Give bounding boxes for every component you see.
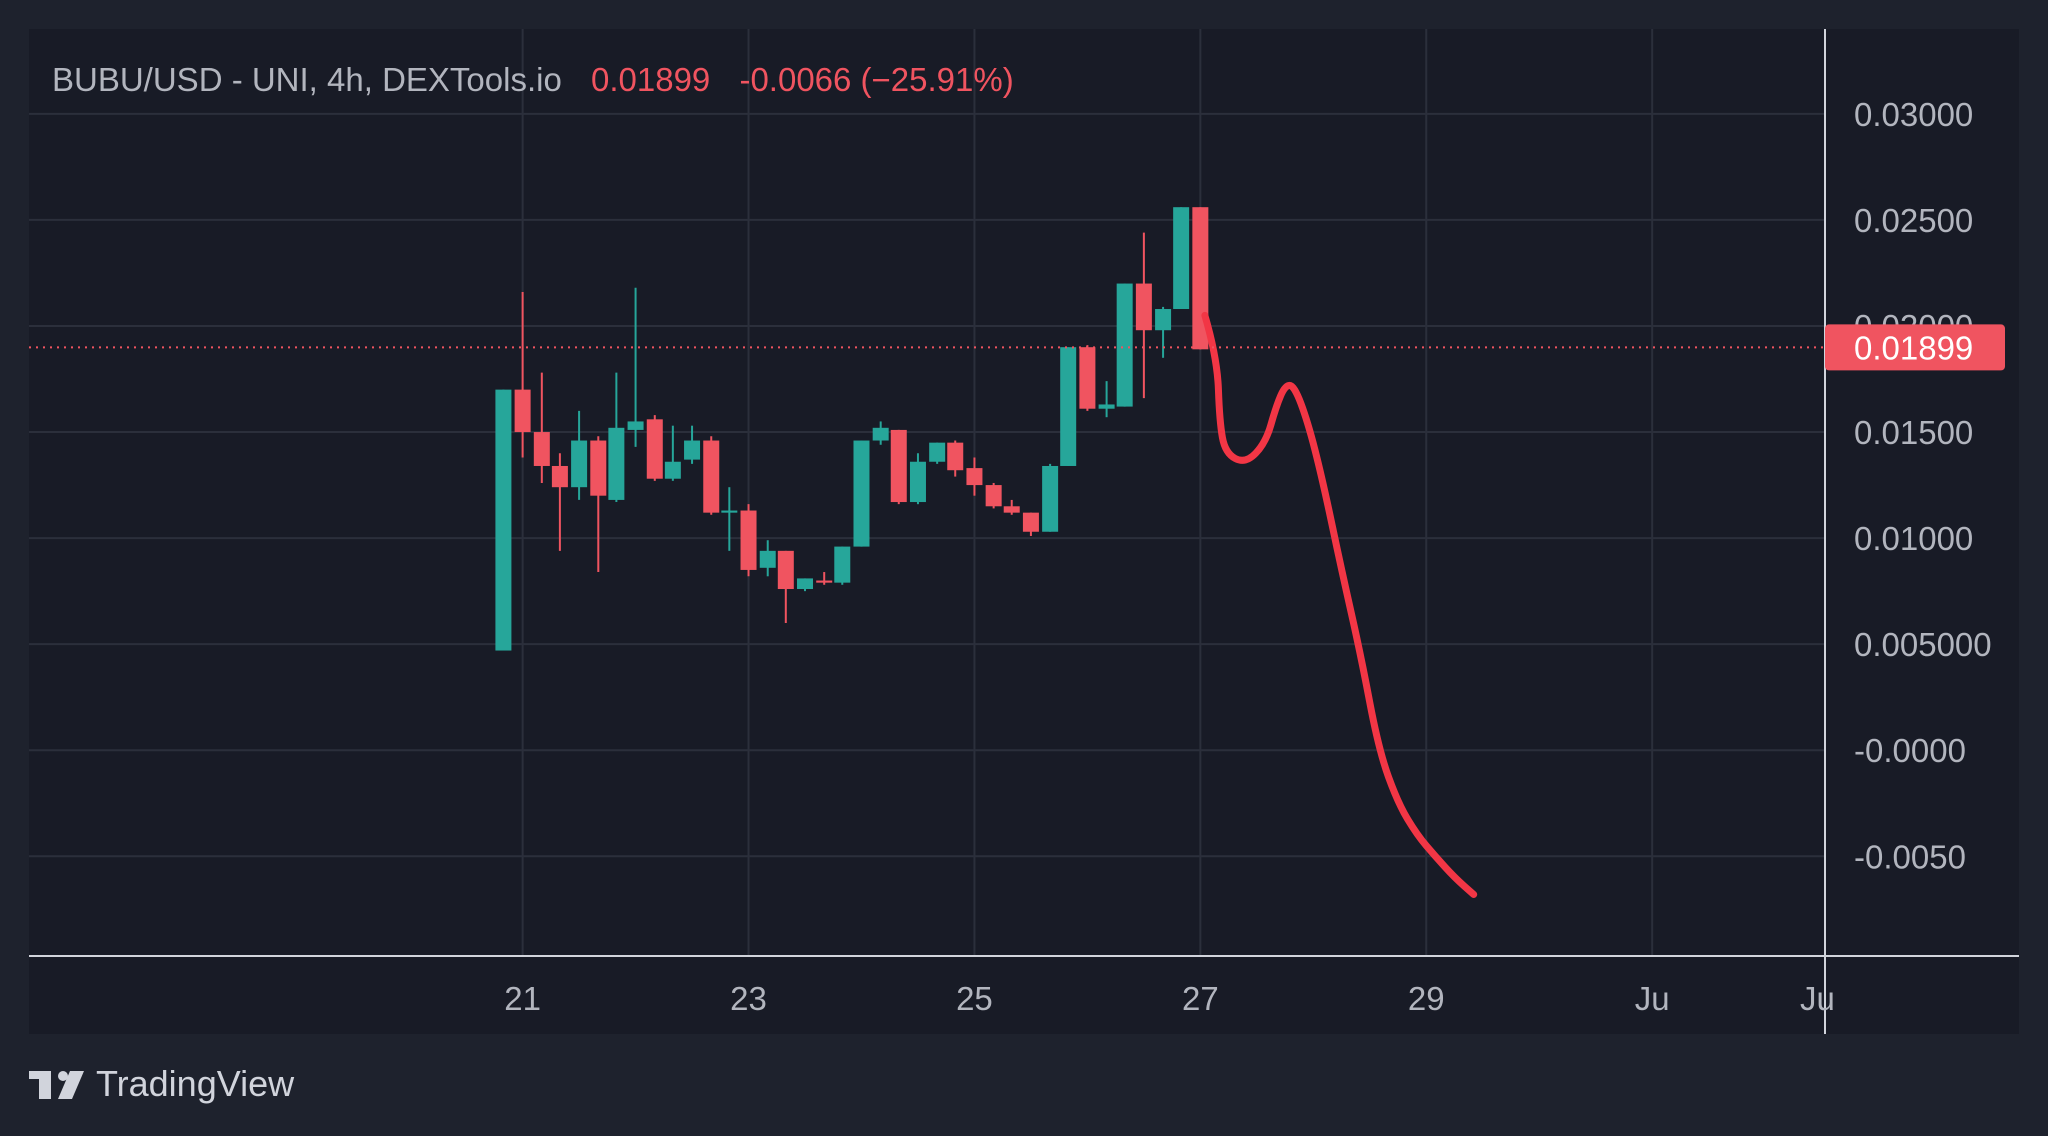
- candle-body: [1135, 283, 1152, 331]
- last-price-value: 0.01899: [591, 61, 710, 98]
- candle-body: [1098, 404, 1115, 409]
- candle-body: [740, 510, 757, 570]
- time-tick-label: 25: [956, 980, 993, 1017]
- time-tick-label-partial: Ju: [1800, 980, 1835, 1017]
- time-tick-label: Ju: [1635, 980, 1670, 1017]
- price-tick-label: 0.03000: [1854, 96, 1973, 133]
- candles: [495, 207, 1209, 651]
- candle-body: [966, 468, 983, 486]
- candle-body: [834, 546, 851, 583]
- price-tick-label: 0.02500: [1854, 202, 1973, 239]
- tradingview-logo-icon: [29, 1071, 84, 1099]
- candle-body: [533, 432, 550, 466]
- candle-body: [1079, 347, 1096, 409]
- candle-body: [777, 550, 794, 590]
- candle-body: [759, 550, 776, 568]
- candle-body: [608, 427, 625, 500]
- time-tick-label: 21: [504, 980, 541, 1017]
- candle-body: [590, 440, 607, 496]
- freehand-drawing-line: [1201, 311, 1478, 898]
- candle-body: [627, 421, 644, 430]
- candle-body: [853, 440, 870, 547]
- candle-body: [514, 389, 531, 433]
- price-change-value: -0.0066 (−25.91%): [739, 61, 1013, 98]
- candle-body: [929, 442, 946, 462]
- axis-corner-mask: [1827, 958, 2019, 1033]
- candle-body: [1060, 347, 1077, 466]
- time-tick-label: 27: [1182, 980, 1219, 1017]
- time-tick-label: 23: [730, 980, 767, 1017]
- price-tick-label: 0.01500: [1854, 414, 1973, 451]
- candle-body: [985, 485, 1002, 507]
- time-tick-label: 29: [1408, 980, 1445, 1017]
- chart-header: BUBU/USD - UNI, 4h, DEXTools.io 0.01899 …: [52, 61, 1014, 98]
- tradingview-brand[interactable]: TradingView: [29, 1063, 295, 1104]
- candle-body: [703, 440, 720, 513]
- axes: 0.030000.025000.020000.015000.010000.005…: [29, 29, 2019, 1034]
- candle-body: [872, 427, 889, 441]
- price-tick-label: 0.005000: [1854, 626, 1992, 663]
- candle-body: [571, 440, 588, 488]
- candle-body: [551, 465, 568, 488]
- last-price-badge-label: 0.01899: [1854, 329, 1973, 366]
- candle-body: [890, 429, 907, 503]
- candle-body: [495, 389, 512, 651]
- candle-body: [1116, 283, 1133, 407]
- symbol-label: BUBU/USD - UNI, 4h, DEXTools.io: [52, 61, 562, 98]
- candle-body: [684, 440, 701, 460]
- candle-body: [909, 461, 926, 503]
- candle-body: [1022, 512, 1039, 532]
- candle-body: [947, 442, 964, 471]
- candle-body: [816, 580, 833, 583]
- candle-body: [664, 461, 681, 479]
- candle-body: [1155, 309, 1172, 331]
- drawing-annotation[interactable]: [1201, 311, 1478, 898]
- candle-body: [721, 510, 738, 513]
- candle-body: [1042, 465, 1059, 532]
- candle-body: [797, 578, 814, 590]
- candle-body: [1173, 207, 1190, 310]
- tradingview-brand-label: TradingView: [96, 1063, 295, 1104]
- candle-body: [646, 419, 663, 479]
- price-tick-label: -0.0000: [1854, 732, 1966, 769]
- candle-body: [1003, 506, 1020, 513]
- last-price-badge: [1825, 324, 2005, 371]
- price-tick-label: 0.01000: [1854, 520, 1973, 557]
- price-tick-label: -0.0050: [1854, 838, 1966, 875]
